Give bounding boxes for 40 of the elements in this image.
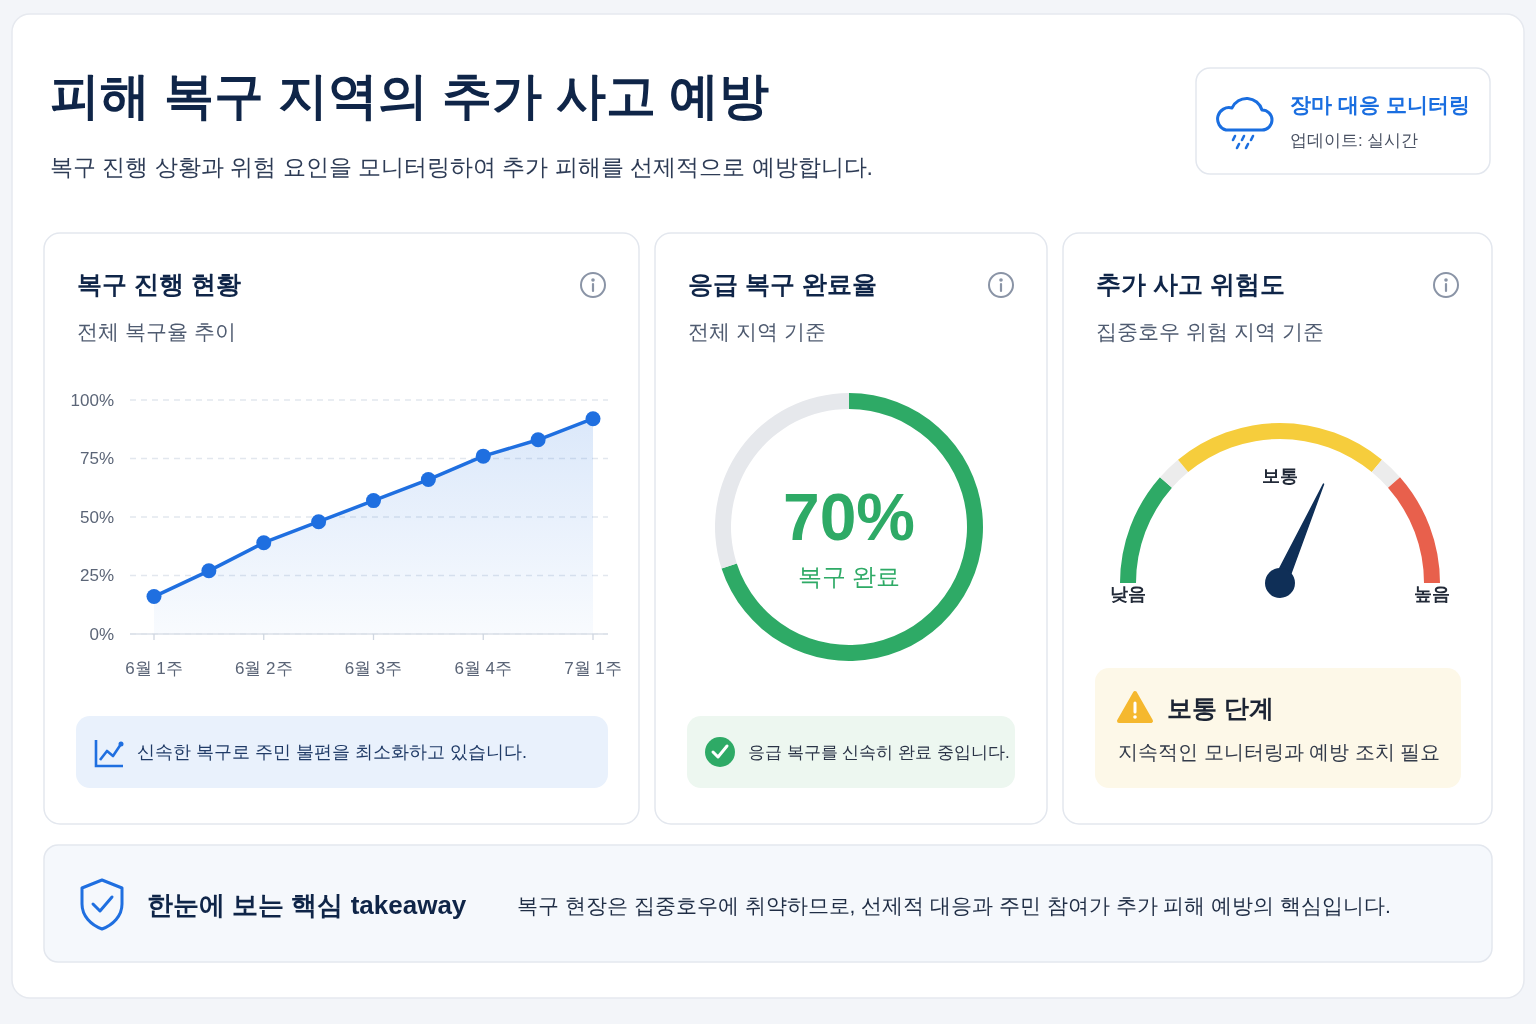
chart-subtitle: 전체 복구율 추이 <box>77 319 236 343</box>
y-tick-label: 75% <box>79 449 114 468</box>
text: 보통 단계 <box>1167 694 1274 722</box>
x-tick-label: 6월 3주 <box>344 658 403 678</box>
point <box>146 589 162 605</box>
chart-title: 응급 복구 완료율 <box>688 270 877 298</box>
point <box>530 432 546 448</box>
point <box>585 411 601 427</box>
text: 복구 현장은 집중호우에 취약하므로, 선제적 대응과 주민 참여가 추가 피해 예방의 핵심입니다. <box>517 893 1391 917</box>
text: 장마 대응 모니터링 <box>1290 92 1470 116</box>
x-tick-label: 6월 1주 <box>125 658 183 678</box>
chart-subtitle: 전체 지역 기준 <box>688 319 826 343</box>
point <box>256 535 272 551</box>
x-tick-label: 6월 2주 <box>234 658 293 678</box>
text: 복구 진행 상황과 위험 요인을 모니터링하여 추가 피해를 선제적으로 예방합니다. <box>50 154 873 180</box>
data-label: 70% <box>782 480 916 554</box>
text: 지속적인 모니터링과 예방 조치 필요 <box>1118 741 1441 763</box>
chart-title: 복구 진행 현황 <box>77 270 241 298</box>
y-tick-label: 50% <box>79 507 114 527</box>
chart-subtitle: 집중호우 위험 지역 기준 <box>1096 319 1324 343</box>
x-tick-label: 6월 4주 <box>454 658 513 678</box>
point <box>366 493 381 509</box>
point <box>475 448 491 464</box>
slice-label: 낮음 <box>1110 584 1146 604</box>
point <box>420 472 436 488</box>
text: 응급 복구를 신속히 완료 중입니다. <box>748 742 1010 762</box>
point <box>201 563 217 579</box>
slice-label: 보통 <box>1262 466 1298 486</box>
y-tick-label: 100% <box>70 390 114 410</box>
slice-label: 높음 <box>1414 584 1450 604</box>
text: 한눈에 보는 핵심 takeaway <box>147 890 467 920</box>
text: 피해 복구 지역의 추가 사고 예방 <box>50 68 770 124</box>
chart-title: 추가 사고 위험도 <box>1096 270 1285 298</box>
text: 업데이트: 실시간 <box>1290 130 1419 150</box>
x-tick-label: 7월 1주 <box>564 658 622 678</box>
text: 신속한 복구로 주민 불편을 최소화하고 있습니다. <box>137 742 528 762</box>
slice-label: 복구 완료 <box>797 562 901 590</box>
y-tick-label: 25% <box>79 566 114 585</box>
point <box>311 514 327 530</box>
y-tick-label: 0% <box>89 624 114 644</box>
